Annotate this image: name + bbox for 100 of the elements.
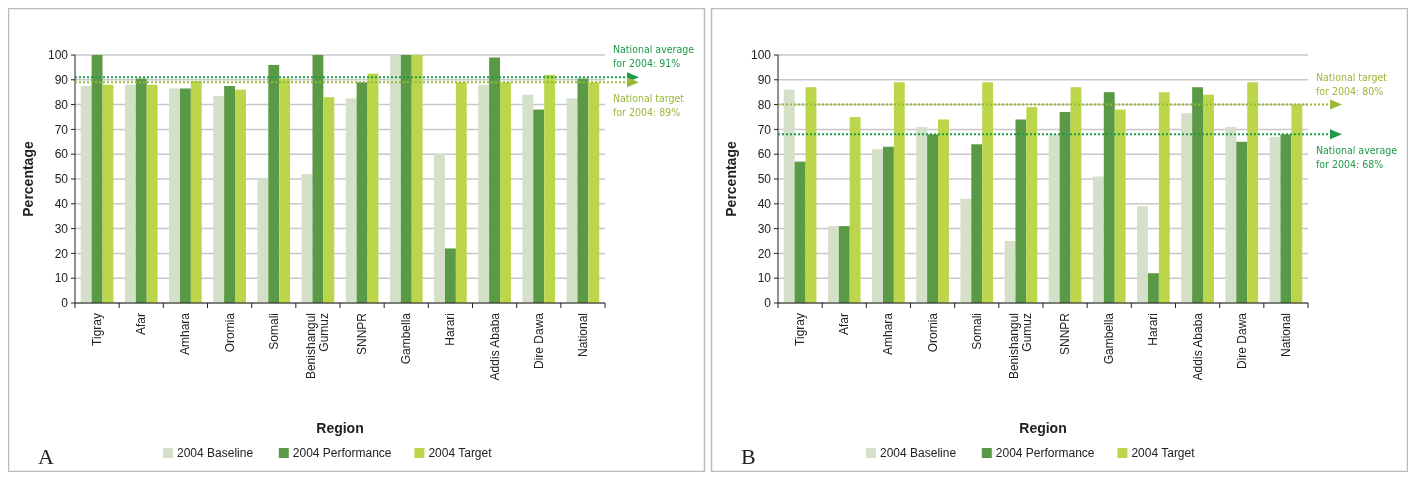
bar	[500, 82, 511, 303]
bar	[455, 82, 467, 303]
bar	[1092, 176, 1104, 303]
x-tick-label: SNNPR	[1058, 312, 1073, 356]
bar	[522, 94, 534, 303]
y-tick-label: 70	[54, 122, 69, 137]
y-tick-label: 50	[54, 172, 69, 187]
bar	[1147, 273, 1159, 303]
x-tick-label: Harari	[443, 313, 458, 346]
bar	[566, 98, 578, 303]
bar	[938, 119, 949, 303]
y-tick-label: 70	[757, 122, 772, 137]
bar	[1004, 241, 1016, 303]
bar	[1247, 82, 1259, 303]
bar	[190, 81, 202, 303]
x-tick-label: Dire Dawa	[531, 312, 546, 370]
x-tick-label: Benishangul Gumuz	[304, 313, 332, 380]
text: A	[38, 444, 54, 469]
bar	[489, 57, 501, 303]
x-tick-label: Dire Dawa	[1234, 312, 1249, 370]
bar	[872, 149, 883, 303]
bar	[1225, 126, 1237, 303]
bar	[478, 84, 490, 303]
legend-label: 2004 Baseline	[880, 446, 957, 460]
bar	[235, 89, 246, 303]
ref-line-label: National target for 2004: 80%	[1316, 70, 1388, 97]
bar	[1203, 94, 1214, 303]
y-tick-label: 30	[54, 221, 69, 236]
y-tick-label: 20	[54, 246, 69, 261]
bar	[1026, 107, 1038, 303]
bar	[783, 89, 795, 303]
x-tick-label: Benishangul Gumuz	[1007, 313, 1035, 380]
x-tick-label: Afar	[837, 313, 852, 336]
y-tick-label: 0	[764, 296, 772, 311]
bar	[1114, 109, 1126, 303]
y-tick-label: 30	[757, 221, 772, 236]
x-tick-label: SNNPR	[355, 312, 370, 356]
y-axis-title: Percentage	[723, 141, 739, 217]
bar	[124, 84, 136, 303]
bar	[213, 95, 225, 303]
x-axis-title: Region	[316, 420, 364, 436]
bar	[411, 55, 423, 303]
bar	[1280, 134, 1292, 303]
x-tick-label: Oromia	[925, 312, 940, 353]
bar	[444, 248, 456, 303]
legend-label: 2004 Baseline	[177, 446, 254, 460]
bar	[1070, 87, 1082, 303]
x-tick-label: Somali	[969, 313, 984, 350]
x-tick-label: Addis Ababa	[487, 312, 502, 381]
x-axis-title: Region	[1019, 420, 1067, 436]
y-tick-label: 10	[757, 271, 772, 286]
x-tick-label: National	[575, 313, 590, 358]
bar	[345, 98, 357, 303]
bar	[279, 78, 291, 303]
y-tick-label: 90	[757, 73, 772, 87]
ref-line-label: National average for 2004: 68%	[1316, 144, 1398, 171]
bar	[91, 55, 103, 303]
x-tick-label: Tigray	[90, 313, 105, 346]
legend-label: 2004 Performance	[995, 446, 1095, 460]
ref-line-label: National target for 2004: 89%	[613, 92, 685, 119]
bar	[400, 55, 412, 303]
x-tick-label: Amhara	[881, 312, 896, 356]
bar	[224, 86, 236, 303]
y-tick-label: 100	[750, 48, 772, 63]
bar	[1291, 104, 1303, 303]
x-tick-label: Oromia	[222, 312, 237, 353]
legend-label: 2004 Performance	[292, 446, 392, 460]
bar	[389, 55, 401, 303]
legend-label: 2004 Target	[1131, 446, 1196, 460]
x-tick-label: Addis Ababa	[1190, 312, 1205, 381]
text: B	[741, 444, 756, 469]
bar	[1236, 141, 1248, 303]
bar	[838, 226, 850, 303]
bar	[301, 174, 313, 303]
bar	[179, 88, 191, 303]
bar	[257, 177, 269, 303]
bar	[169, 88, 180, 303]
bar	[1137, 206, 1148, 303]
bar	[960, 198, 972, 303]
bar	[588, 82, 600, 303]
x-tick-label: Gambella	[1102, 312, 1117, 365]
bar	[533, 109, 545, 303]
x-tick-label: Tigray	[793, 313, 808, 346]
bar	[268, 64, 280, 303]
x-tick-label: Somali	[266, 313, 281, 350]
bar	[849, 117, 861, 303]
bar	[367, 73, 379, 303]
bar	[146, 84, 158, 303]
y-tick-label: 60	[757, 147, 772, 162]
bar	[1269, 136, 1281, 303]
legend-label: 2004 Target	[428, 446, 493, 460]
x-tick-label: Gambella	[399, 312, 414, 365]
bar	[794, 161, 806, 303]
bar	[882, 146, 894, 303]
y-tick-label: 50	[757, 172, 772, 187]
y-tick-label: 80	[54, 97, 69, 112]
y-tick-label: 10	[54, 271, 69, 286]
bar	[356, 82, 368, 303]
bar	[916, 126, 928, 303]
bar	[1158, 92, 1170, 303]
